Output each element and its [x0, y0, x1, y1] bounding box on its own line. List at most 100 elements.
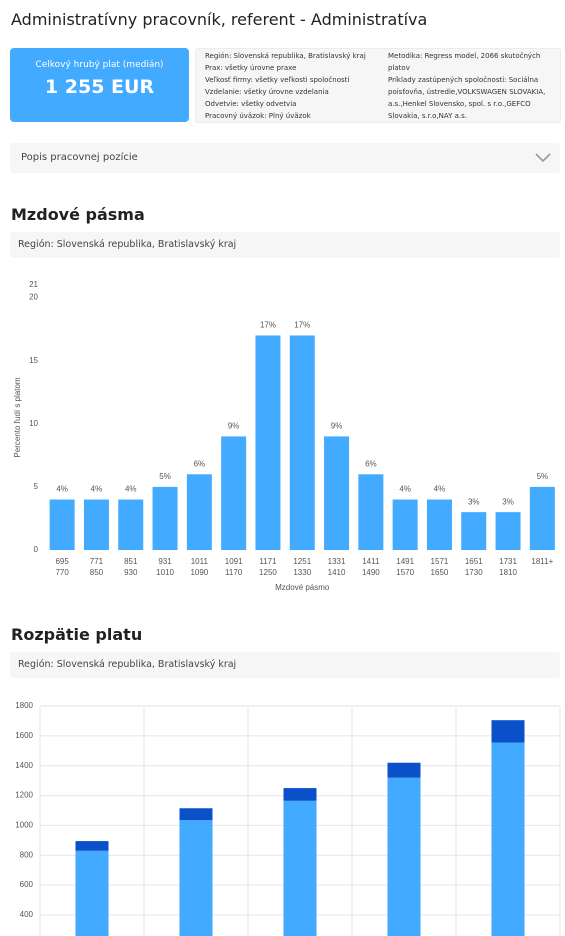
x-tick-label: 1251 — [293, 557, 311, 566]
region-label: Región: Slovenská republika, Bratislavsk… — [18, 659, 237, 670]
y-tick-label: 1000 — [15, 821, 33, 830]
y-tick-label: 1800 — [15, 701, 33, 710]
x-tick-label: 1090 — [190, 568, 208, 577]
y-tick-label: 10 — [29, 419, 38, 428]
value-label: 17% — [260, 321, 276, 330]
x-tick-label: 1171 — [259, 557, 277, 566]
x-axis-title: Mzdové pásmo — [275, 583, 330, 592]
x-tick-label: 851 — [124, 557, 138, 566]
chevron-icon — [535, 153, 551, 163]
y-tick-label: 1400 — [15, 761, 33, 770]
x-tick-label: 1011 — [191, 557, 209, 566]
bar-segment — [179, 808, 213, 821]
value-label: 4% — [56, 485, 68, 494]
detail-line: Odvetvie: všetky odvetvia — [205, 100, 297, 108]
accordion-label: Popis pracovnej pozície — [21, 152, 138, 163]
bar-segment — [387, 762, 421, 778]
y-tick-label: 800 — [20, 850, 34, 859]
bar-segment — [283, 788, 317, 801]
value-label: 17% — [294, 321, 310, 330]
bar-segment — [283, 800, 317, 936]
bar — [529, 486, 555, 550]
value-label: 6% — [365, 459, 377, 468]
detail-line: Vzdelanie: všetky úrovne vzdelania — [205, 88, 329, 96]
value-label: 4% — [434, 485, 446, 494]
y-axis-title: Percento ľudí s platom — [13, 377, 22, 457]
section-title: Mzdové pásma — [11, 205, 145, 224]
region-box: Región: Slovenská republika, Bratislavsk… — [10, 232, 560, 258]
detail-line: Metodika: Regress model, 2066 skutočných… — [388, 52, 541, 72]
region-label: Región: Slovenská republika, Bratislavsk… — [18, 239, 237, 250]
value-label: 9% — [331, 422, 343, 431]
bar — [461, 512, 487, 550]
details-box: Región: Slovenská republika, Bratislavsk… — [195, 48, 561, 123]
detail-line: Prax: všetky úrovne praxe — [205, 64, 297, 72]
bar — [49, 499, 75, 550]
bar-segment — [491, 720, 525, 743]
page-title: Administratívny pracovník, referent - Ad… — [11, 10, 428, 29]
y-tick-label: 15 — [29, 356, 38, 365]
y-tick-label: 400 — [20, 910, 34, 919]
y-tick-label: 600 — [20, 880, 34, 889]
x-tick-label: 771 — [90, 557, 104, 566]
bar — [426, 499, 452, 550]
x-tick-label: 931 — [158, 557, 172, 566]
value-label: 4% — [125, 485, 137, 494]
x-tick-label: 1410 — [328, 568, 346, 577]
region-box: Región: Slovenská republika, Bratislavsk… — [10, 652, 560, 678]
x-tick-label: 1330 — [293, 568, 311, 577]
x-tick-label: 1810 — [499, 568, 517, 577]
value-label: 5% — [537, 472, 549, 481]
x-tick-label: 1490 — [362, 568, 380, 577]
value-label: 3% — [502, 497, 514, 506]
y-tick-label: 21 — [29, 280, 38, 289]
value-label: 6% — [194, 459, 206, 468]
x-tick-label: 1331 — [328, 557, 346, 566]
value-label: 9% — [228, 422, 240, 431]
value-label: 3% — [468, 497, 480, 506]
x-tick-label: 770 — [55, 568, 69, 577]
details-left: Región: Slovenská republika, Bratislavsk… — [205, 50, 377, 122]
bar-segment — [75, 850, 109, 936]
y-tick-label: 20 — [29, 293, 38, 302]
bar — [392, 499, 418, 550]
detail-line: Príklady zastúpených spoločností: Sociál… — [388, 76, 546, 120]
x-tick-label: 695 — [55, 557, 69, 566]
detail-line: Veľkosť firmy: všetky veľkosti spoločnos… — [205, 76, 350, 84]
x-tick-label: 1731 — [499, 557, 517, 566]
value-label: 4% — [399, 485, 411, 494]
bar — [118, 499, 144, 550]
bar-segment — [179, 820, 213, 936]
x-tick-label: 1250 — [259, 568, 277, 577]
bar-segment — [491, 742, 525, 936]
bar — [495, 512, 521, 550]
x-tick-label: 1730 — [465, 568, 483, 577]
x-tick-label: 1570 — [396, 568, 414, 577]
x-tick-label: 1651 — [465, 557, 483, 566]
value-label: 5% — [159, 472, 171, 481]
bar — [255, 335, 281, 550]
x-tick-label: 850 — [90, 568, 104, 577]
bar — [221, 436, 247, 550]
y-tick-label: 5 — [34, 482, 39, 491]
bar — [186, 474, 212, 550]
salary-card: Celkový hrubý plat (medián) 1 255 EUR — [10, 48, 189, 122]
salary-value: 1 255 EUR — [44, 76, 155, 98]
bar-segment — [387, 777, 421, 936]
x-tick-label: 1091 — [225, 557, 243, 566]
bar — [152, 486, 178, 550]
x-tick-label: 1170 — [225, 568, 243, 577]
bar — [83, 499, 109, 550]
bar — [358, 474, 384, 550]
y-tick-label: 1600 — [15, 731, 33, 740]
bar-segment — [75, 841, 109, 851]
salary-label: Celkový hrubý plat (medián) — [35, 60, 164, 70]
x-tick-label: 1650 — [431, 568, 449, 577]
x-tick-label: 1571 — [431, 557, 449, 566]
bar — [289, 335, 315, 550]
y-tick-label: 0 — [34, 545, 39, 554]
x-tick-label: 1491 — [396, 557, 414, 566]
accordion[interactable]: Popis pracovnej pozície — [10, 143, 560, 173]
